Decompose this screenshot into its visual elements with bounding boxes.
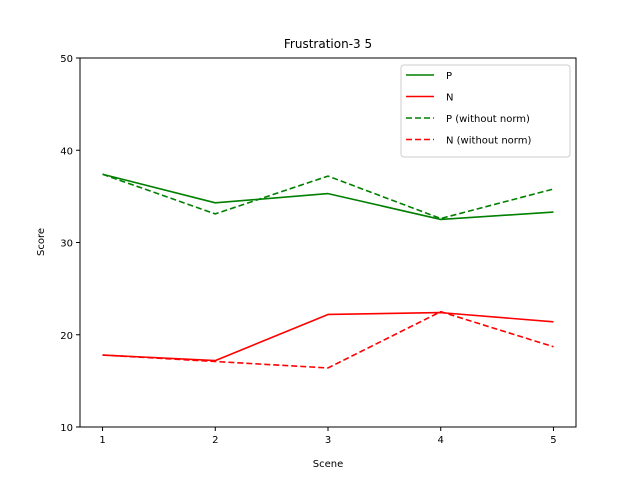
legend: PN P (without norm) N (without norm) <box>400 64 571 158</box>
series-line-0 <box>102 173 554 221</box>
series-line-2 <box>102 173 554 220</box>
y-tick-label: 30 <box>60 239 73 250</box>
x-tick-label: 3 <box>325 435 331 446</box>
x-tick-label: 5 <box>550 435 556 446</box>
y-axis-label: Score <box>36 228 47 256</box>
x-axis: 1 2 3 4 5 <box>99 427 557 446</box>
x-tick-label: 1 <box>99 435 105 446</box>
legend-label: N (without norm) <box>446 136 531 147</box>
y-tick-label: 40 <box>60 146 73 157</box>
legend-label: P <box>446 71 452 82</box>
y-tick-label: 10 <box>60 423 73 434</box>
y-tick-label: 50 <box>60 54 73 65</box>
series-layer <box>102 173 554 369</box>
legend-box <box>400 64 571 158</box>
y-tick-label: 20 <box>60 331 73 342</box>
series-line-3 <box>102 310 554 369</box>
x-tick-label: 4 <box>438 435 444 446</box>
x-axis-label: Scene <box>313 459 344 470</box>
y-axis: 10 20 30 40 50 <box>60 54 80 434</box>
x-tick-label: 2 <box>212 435 218 446</box>
legend-label: P (without norm) <box>446 114 530 125</box>
legend-label: N <box>446 93 453 104</box>
chart-title: Frustration-3 5 <box>284 37 372 51</box>
